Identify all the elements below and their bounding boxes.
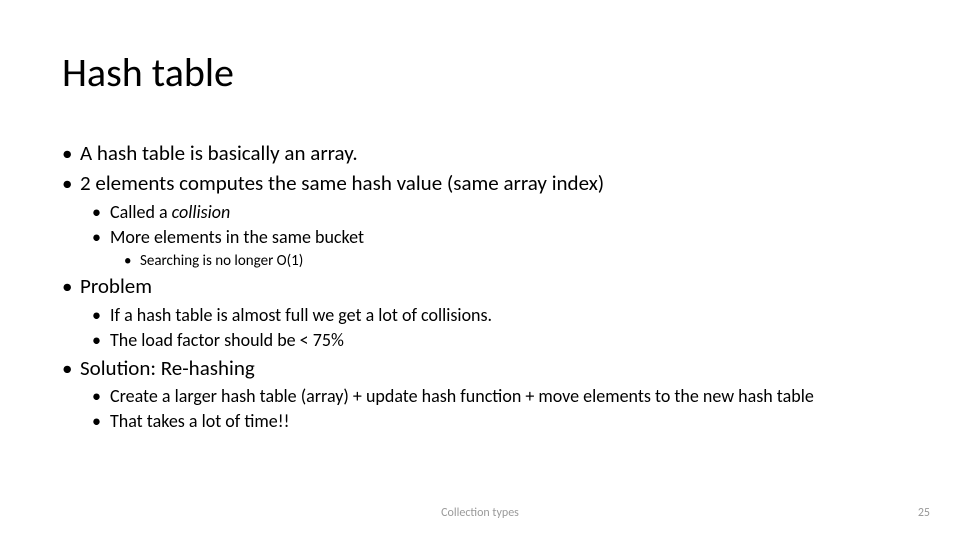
bullet-lvl2: More elements in the same bucket: [92, 226, 900, 249]
bullet-lvl2: Create a larger hash table (array) + upd…: [92, 385, 900, 408]
bullet-lvl1: 2 elements computes the same hash value …: [62, 170, 900, 196]
page-number: 25: [918, 506, 930, 520]
slide-body: A hash table is basically an array. 2 el…: [62, 140, 900, 436]
bullet-lvl1: Problem: [62, 273, 900, 299]
slide: Hash table A hash table is basically an …: [0, 0, 960, 540]
bullet-lvl1: Solution: Re-hashing: [62, 355, 900, 381]
bullet-lvl2: The load factor should be < 75%: [92, 329, 900, 352]
bullet-lvl2: Called a collision: [92, 201, 900, 224]
bullet-lvl2: If a hash table is almost full we get a …: [92, 304, 900, 327]
bullet-lvl3: Searching is no longer O(1): [124, 252, 900, 271]
slide-title: Hash table: [62, 48, 234, 97]
bullet-lvl2: That takes a lot of time!!: [92, 410, 900, 433]
bullet-text: Called a: [110, 201, 172, 223]
bullet-text-italic: collision: [172, 201, 231, 223]
footer-center: Collection types: [0, 506, 960, 520]
bullet-lvl1: A hash table is basically an array.: [62, 140, 900, 166]
